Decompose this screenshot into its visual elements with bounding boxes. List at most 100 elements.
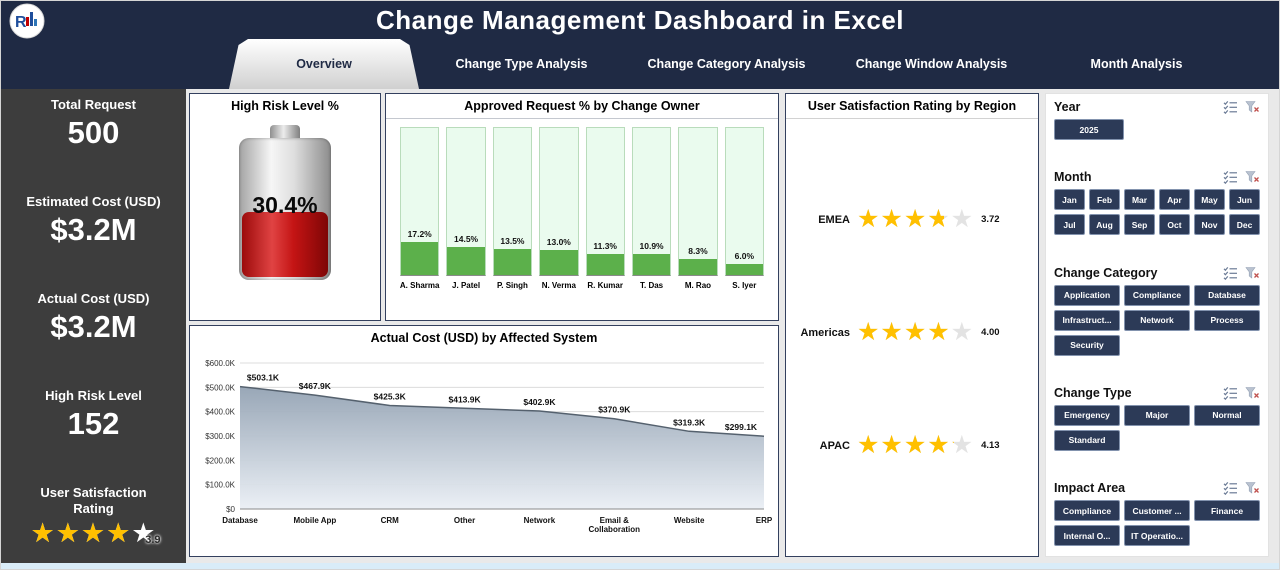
clear-filter-icon[interactable] — [1245, 386, 1260, 400]
slicer-button-impact-area-internal-o[interactable]: Internal O... — [1054, 525, 1120, 546]
svg-text:$100.0K: $100.0K — [205, 481, 235, 490]
bar-column-t-das: 10.9% T. Das — [631, 127, 672, 303]
slicer-button-month-jun[interactable]: Jun — [1229, 189, 1260, 211]
panel-approved-by-owner: Approved Request % by Change Owner 17.2%… — [385, 93, 779, 321]
star-fill: ★★★★★ — [30, 520, 128, 547]
multiselect-icon[interactable] — [1223, 266, 1238, 280]
svg-text:R: R — [15, 14, 27, 31]
slicer-button-change-category-infrastruct[interactable]: Infrastruct... — [1054, 309, 1120, 331]
slicer-button-month-jan[interactable]: Jan — [1054, 189, 1085, 211]
slicer-button-change-type-standard[interactable]: Standard — [1054, 429, 1120, 451]
star-base: ★★★★★ — [857, 318, 975, 346]
clear-filter-icon[interactable] — [1245, 481, 1260, 495]
svg-text:Network: Network — [524, 516, 556, 525]
star-rating: ★★★★★★★★★★ — [30, 520, 156, 547]
region-rating-list: EMEA ★★★★★★★★★★ 3.72 Americas ★★★★★★★★★★… — [786, 119, 1038, 556]
slicer-button-impact-area-customer[interactable]: Customer ... — [1124, 500, 1190, 521]
region-value: 3.72 — [981, 214, 1000, 225]
slicer-change-category: Change Category Application Compliance Dat… — [1054, 266, 1260, 356]
svg-text:$0: $0 — [226, 505, 235, 514]
svg-text:Database: Database — [222, 516, 258, 525]
kpi-total-request: Total Request 500 — [51, 97, 136, 151]
svg-text:CRM: CRM — [381, 516, 400, 525]
multiselect-icon[interactable] — [1223, 170, 1238, 185]
bar-fill — [725, 264, 763, 275]
slicer-button-impact-area-compliance[interactable]: Compliance — [1054, 500, 1120, 521]
kpi-value: $3.2M — [50, 212, 137, 248]
star-fill: ★★★★★ — [857, 207, 944, 232]
clear-filter-icon[interactable] — [1245, 266, 1260, 280]
svg-text:$467.9K: $467.9K — [299, 381, 332, 391]
bar-fill — [493, 249, 532, 275]
slicer-button-month-mar[interactable]: Mar — [1124, 189, 1155, 211]
slicer-button-month-oct[interactable]: Oct — [1159, 214, 1190, 236]
battery-gauge: 30.4% — [190, 125, 380, 280]
clear-filter-icon[interactable] — [1245, 170, 1260, 184]
multiselect-icon[interactable] — [1223, 481, 1238, 495]
svg-text:Mobile App: Mobile App — [293, 516, 336, 525]
slicer-button-change-category-security[interactable]: Security — [1054, 334, 1120, 356]
tab-bar: Overview Change Type Analysis Change Categ… — [1, 39, 1279, 89]
slicer-button-change-category-process[interactable]: Process — [1194, 309, 1260, 331]
bar-column-s-iyer: 6.0% S. Iyer — [724, 127, 764, 303]
multiselect-icon[interactable] — [1223, 386, 1238, 400]
panel-high-risk-gauge: High Risk Level % 30.4% — [189, 93, 381, 321]
tab-change-category-analysis[interactable]: Change Category Analysis — [647, 57, 806, 71]
tab-overview[interactable]: Overview — [229, 39, 419, 89]
slicer-button-change-category-network[interactable]: Network — [1124, 309, 1190, 331]
header: R Change Management Dashboard in Excel — [1, 1, 1279, 39]
slicer-title: Change Category — [1054, 265, 1158, 280]
slicer-button-month-nov[interactable]: Nov — [1194, 214, 1225, 236]
svg-text:Other: Other — [454, 516, 475, 525]
tab-month-analysis[interactable]: Month Analysis — [1090, 57, 1183, 71]
region-value: 4.13 — [981, 440, 1000, 451]
tab-change-type-analysis[interactable]: Change Type Analysis — [455, 57, 588, 71]
slicer-buttons: 2025 — [1054, 119, 1260, 140]
slicer-button-change-type-major[interactable]: Major — [1124, 404, 1190, 426]
slicer-button-month-apr[interactable]: Apr — [1159, 189, 1190, 211]
bar-category-label: S. Iyer — [732, 281, 757, 290]
tab-change-window-analysis[interactable]: Change Window Analysis — [855, 57, 1008, 71]
svg-text:Website: Website — [674, 516, 705, 525]
bar-track: 8.3% — [678, 127, 718, 276]
slicer-button-impact-area-it-operatio[interactable]: IT Operatio... — [1124, 525, 1190, 546]
region-label: EMEA — [818, 213, 850, 226]
slicer-title: Month — [1054, 170, 1092, 185]
slicer-button-month-may[interactable]: May — [1194, 189, 1225, 211]
multiselect-icon[interactable] — [1223, 100, 1238, 114]
slicer-icons — [1223, 266, 1260, 280]
kpi-label: Estimated Cost (USD) — [26, 193, 161, 209]
svg-text:$299.1K: $299.1K — [725, 422, 758, 432]
bar-value-label: 11.3% — [593, 241, 617, 251]
slicer-button-year-2025[interactable]: 2025 — [1054, 119, 1124, 140]
bar-fill — [679, 259, 717, 275]
svg-text:$402.9K: $402.9K — [523, 397, 556, 407]
slicer-button-change-category-application[interactable]: Application — [1054, 284, 1120, 306]
slicer-button-month-sep[interactable]: Sep — [1124, 214, 1155, 236]
slicer-button-impact-area-finance[interactable]: Finance — [1194, 500, 1260, 521]
slicer-button-change-type-emergency[interactable]: Emergency — [1054, 404, 1120, 426]
clear-filter-icon[interactable] — [1245, 100, 1260, 114]
gauge-value: 30.4% — [252, 191, 318, 218]
slicer-header: Month — [1054, 170, 1260, 185]
bar-category-label: A. Sharma — [399, 281, 440, 290]
kpi-label: High Risk Level — [45, 387, 142, 403]
kpi-label: User Satisfaction Rating — [40, 484, 147, 516]
slicer-button-month-feb[interactable]: Feb — [1089, 189, 1120, 211]
bar-fill — [632, 254, 671, 275]
slicer-button-month-aug[interactable]: Aug — [1089, 214, 1120, 236]
bar-fill — [447, 247, 485, 275]
slicer-icons — [1223, 100, 1260, 114]
bar-category-label: J. Patel — [452, 281, 481, 290]
bar-category-label: P. Singh — [496, 281, 528, 290]
slicer-button-change-category-database[interactable]: Database — [1194, 284, 1260, 306]
svg-text:ERP: ERP — [756, 516, 773, 525]
kpi-value: 152 — [67, 405, 120, 441]
slicer-button-change-type-normal[interactable]: Normal — [1194, 404, 1260, 426]
svg-text:$300.0K: $300.0K — [205, 432, 235, 441]
slicer-icons — [1223, 481, 1260, 495]
page-title: Change Management Dashboard in Excel — [375, 4, 904, 35]
slicer-button-month-dec[interactable]: Dec — [1229, 214, 1260, 236]
slicer-button-change-category-compliance[interactable]: Compliance — [1124, 284, 1190, 306]
slicer-button-month-jul[interactable]: Jul — [1054, 214, 1085, 236]
